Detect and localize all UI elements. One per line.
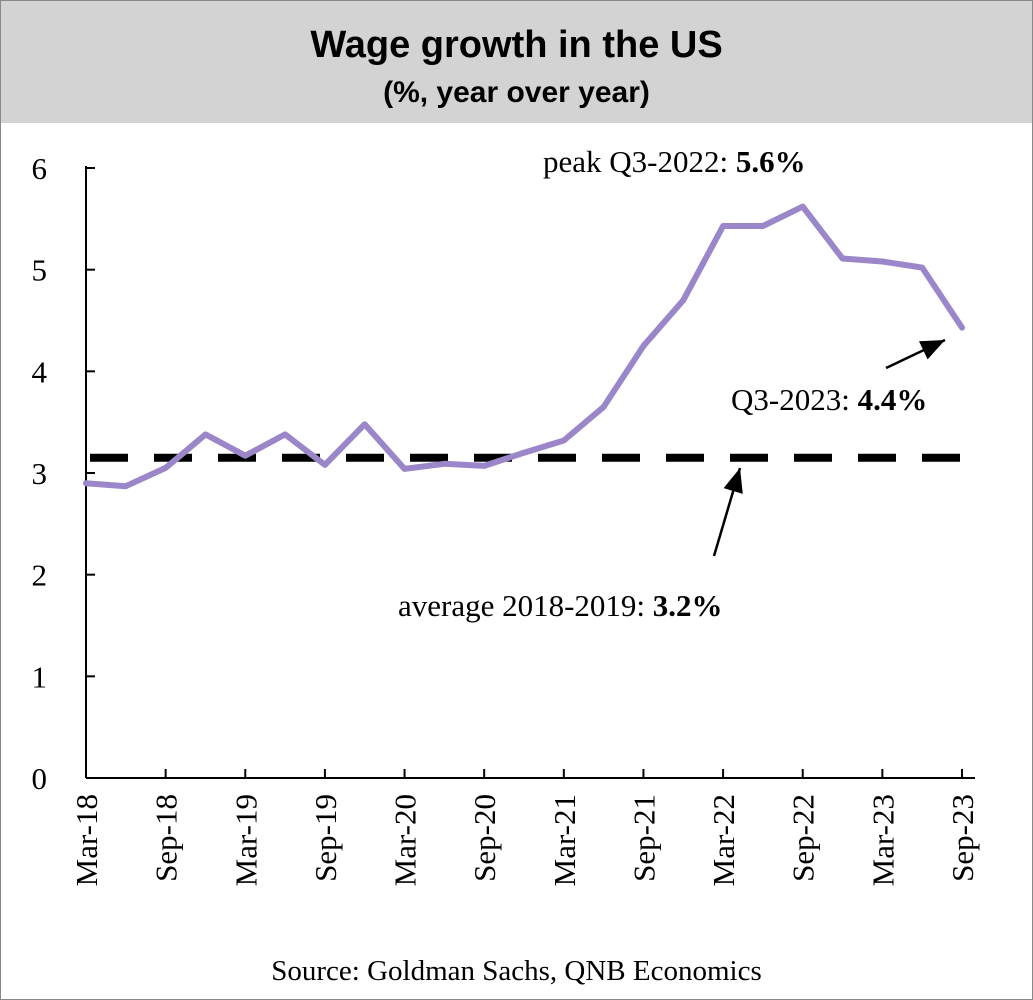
chart-subtitle: (%, year over year)	[383, 76, 650, 109]
latest-annotation-label: Q3-2023:	[731, 382, 858, 417]
x-tick-label: Mar-19	[228, 794, 263, 886]
chart-title: Wage growth in the US	[310, 24, 723, 66]
chart-header: Wage growth in the US (%, year over year…	[1, 1, 1032, 123]
latest-annotation: Q3-2023: 4.4%	[731, 382, 927, 417]
x-tick-label: Sep-20	[467, 794, 502, 882]
y-tick-label: 3	[32, 456, 48, 491]
x-tick-label: Mar-18	[69, 794, 104, 886]
latest-arrow-head	[919, 340, 945, 360]
average-annotation-value: 3.2%	[653, 588, 723, 623]
average-annotation-label: average 2018-2019:	[398, 588, 653, 623]
y-tick-label: 1	[32, 659, 48, 694]
series-line	[83, 203, 965, 490]
x-tick-label: Sep-18	[149, 794, 184, 882]
x-tick-label: Sep-23	[945, 794, 980, 882]
peak-annotation-value: 5.6%	[736, 144, 806, 179]
y-tick-label: 5	[32, 253, 48, 288]
peak-annotation-label: peak Q3-2022:	[543, 144, 736, 179]
y-tick-label: 2	[32, 558, 48, 593]
chart-source: Source: Goldman Sachs, QNB Economics	[271, 955, 762, 987]
latest-annotation-value: 4.4%	[858, 382, 928, 417]
y-tick-label: 6	[32, 151, 48, 186]
x-tick-label: Sep-19	[308, 794, 343, 882]
x-tick-label: Mar-23	[865, 794, 900, 886]
y-tick-label: 0	[32, 761, 48, 796]
x-tick-label: Mar-21	[547, 794, 582, 886]
y-axis-ticks: 0 1 2 3 4 5 6	[32, 151, 95, 796]
x-tick-label: Sep-21	[626, 794, 661, 882]
average-arrow-head	[723, 468, 743, 494]
x-tick-label: Mar-22	[706, 794, 741, 886]
x-tick-label: Mar-20	[388, 794, 423, 886]
x-axis-ticks: Mar-18 Sep-18 Mar-19 Sep-19 Mar-20 Sep-20 Mar-…	[69, 769, 980, 886]
annotation-arrows	[712, 338, 946, 557]
x-tick-label: Sep-22	[786, 794, 821, 882]
average-annotation: average 2018-2019: 3.2%	[398, 588, 723, 623]
series-group	[83, 203, 965, 490]
y-tick-label: 4	[32, 354, 48, 389]
peak-annotation: peak Q3-2022: 5.6%	[543, 144, 806, 179]
